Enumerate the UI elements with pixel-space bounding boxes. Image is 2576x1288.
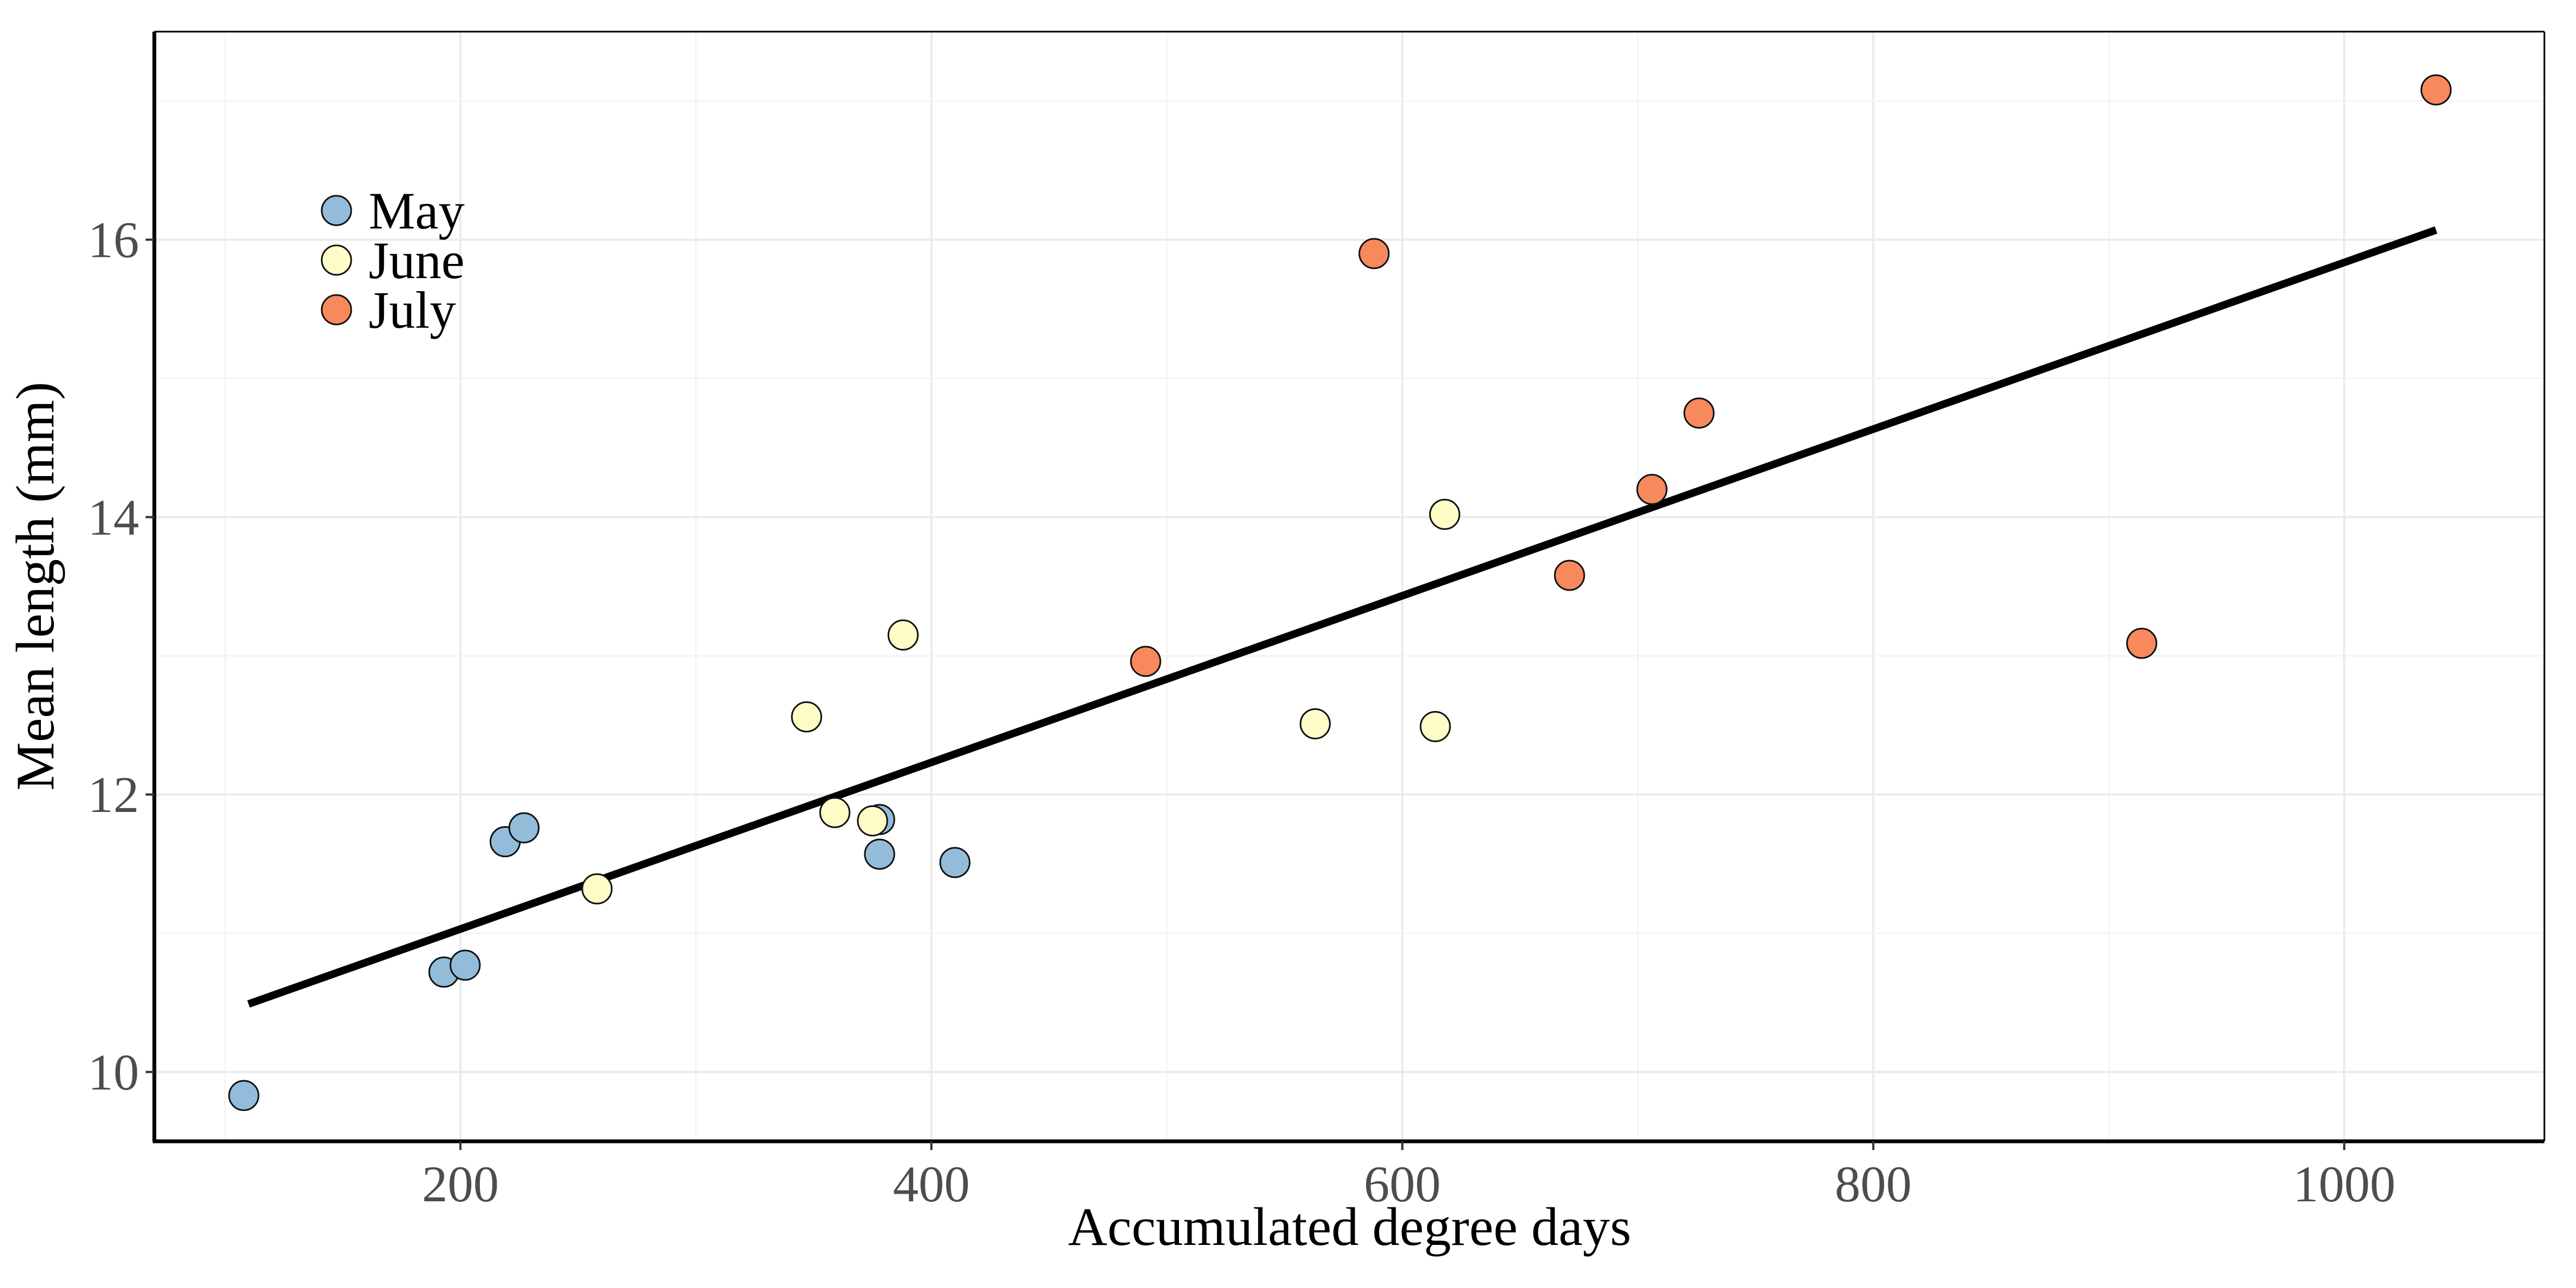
data-point-july xyxy=(1130,646,1161,677)
data-point-july xyxy=(2126,628,2158,659)
data-point-june xyxy=(819,797,851,828)
y-tick-label: 16 xyxy=(88,212,139,269)
x-tick-label: 1000 xyxy=(2293,1156,2396,1213)
x-axis-title: Accumulated degree days xyxy=(1068,1196,1632,1257)
x-axis-ticks: 200 400 600 800 1000 xyxy=(422,1141,2396,1213)
data-point-may xyxy=(449,949,481,981)
data-point-june xyxy=(581,873,613,905)
legend-key-july xyxy=(321,294,352,326)
y-axis-title: Mean length (mm) xyxy=(5,382,65,791)
data-point-may xyxy=(939,847,971,878)
y-axis-ticks: 10 12 14 16 xyxy=(88,212,154,1101)
legend-label-may: May xyxy=(369,182,465,240)
grid xyxy=(154,32,2544,1141)
legend-label-june: June xyxy=(369,231,465,290)
data-point-may xyxy=(864,838,895,870)
legend-key-june xyxy=(321,244,352,276)
data-point-june xyxy=(1299,708,1331,739)
x-tick-label: 600 xyxy=(1364,1156,1441,1213)
data-point-june xyxy=(857,805,888,836)
x-tick-label: 200 xyxy=(422,1156,499,1213)
data-point-may xyxy=(228,1080,260,1111)
data-points xyxy=(228,74,2452,1111)
data-point-june xyxy=(887,619,919,651)
axes xyxy=(152,31,2545,1143)
data-point-july xyxy=(1636,473,1668,505)
data-point-july xyxy=(1554,559,1585,591)
y-tick-label: 12 xyxy=(88,767,139,823)
x-tick-label: 800 xyxy=(1835,1156,1912,1213)
data-point-june xyxy=(791,701,822,733)
data-point-june xyxy=(1429,498,1460,530)
data-point-july xyxy=(2420,74,2452,106)
data-point-june xyxy=(1419,711,1451,742)
x-tick-label: 400 xyxy=(893,1156,970,1213)
legend-key-may xyxy=(321,195,352,226)
y-tick-label: 14 xyxy=(88,489,139,546)
data-point-july xyxy=(1683,398,1715,429)
legend-label-july: July xyxy=(369,281,456,339)
trend-line xyxy=(247,226,2437,1008)
data-point-may xyxy=(508,812,540,844)
trend-line-group xyxy=(247,226,2437,1008)
y-tick-label: 10 xyxy=(88,1044,139,1101)
data-point-july xyxy=(1358,238,1390,269)
